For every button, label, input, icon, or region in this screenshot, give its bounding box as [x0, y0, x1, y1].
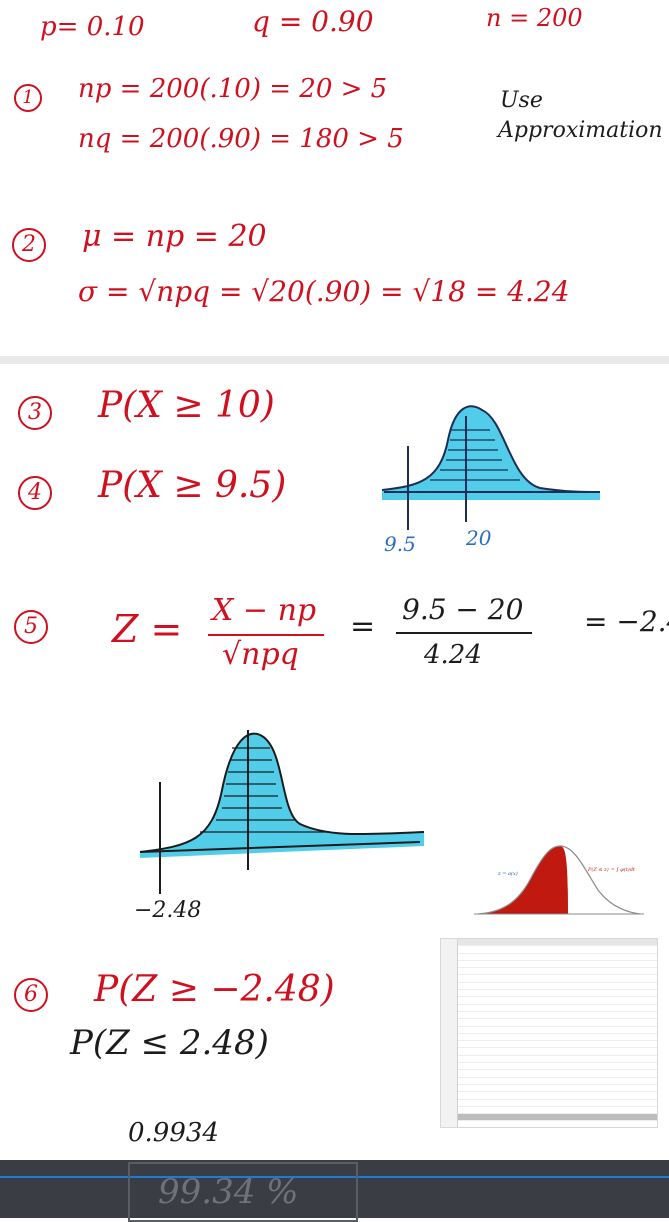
z-equals: = — [350, 609, 376, 644]
curve1-left-label: 9.5 — [384, 532, 416, 556]
sigma-formula: σ = √npq = √20(.90) = √18 = 4.24 — [78, 275, 570, 308]
step3-number: 3 — [18, 396, 52, 430]
step3-probability: P(X ≥ 10) — [98, 385, 275, 426]
z-denominator: √npq — [222, 637, 299, 672]
normal-curve-sketch-2 — [139, 730, 425, 894]
z-table-row-header-column — [441, 939, 458, 1127]
z-result: = −2.48 — [584, 605, 669, 638]
z-numerator: X − np — [212, 593, 317, 628]
ref-graph-right-label: P(Z ≤ z) = ∫ φ(t)dt — [588, 867, 635, 873]
table-lookup-value: 0.9934 — [128, 1118, 219, 1148]
step2-number: 2 — [12, 228, 46, 262]
z-values-fraction-bar — [396, 632, 532, 634]
z-denominator-value: 4.24 — [424, 640, 482, 670]
curve2-z-label: −2.48 — [134, 898, 202, 923]
taskbar-accent-line — [0, 1176, 669, 1178]
step4-probability: P(X ≥ 9.5) — [98, 465, 287, 506]
approximation-note: Approximation — [498, 118, 663, 143]
z-numerator-values: 9.5 − 20 — [402, 593, 524, 626]
z-label: Z = — [112, 607, 183, 651]
n-value: n = 200 — [486, 4, 583, 32]
step6-probability: P(Z ≥ −2.48) — [94, 969, 335, 1010]
answer-percentage: 99.34 % — [158, 1172, 299, 1212]
use-note: Use — [500, 88, 543, 113]
taskbar — [0, 1160, 669, 1218]
step5-number: 5 — [14, 610, 48, 644]
z-table-thumbnail — [440, 938, 658, 1128]
standard-normal-reference-graph — [474, 845, 644, 915]
panel-divider — [0, 356, 669, 364]
nq-check: nq = 200(.90) = 180 > 5 — [78, 124, 404, 154]
np-check: np = 200(.10) = 20 > 5 — [78, 74, 388, 104]
step1-number: 1 — [14, 84, 42, 112]
mean-formula: μ = np = 20 — [82, 219, 267, 254]
step4-number: 4 — [18, 476, 52, 510]
step6-symmetric-probability: P(Z ≤ 2.48) — [70, 1023, 269, 1063]
p-value: p= 0.10 — [40, 12, 145, 42]
ref-graph-left-label: z = a(x) — [498, 871, 518, 877]
z-fraction-bar — [208, 634, 324, 636]
step6-number: 6 — [14, 978, 48, 1012]
curve1-mean-label: 20 — [466, 526, 492, 550]
normal-curve-sketch-1 — [381, 405, 601, 530]
notes-panel-top — [0, 0, 669, 356]
q-value: q = 0.90 — [252, 5, 374, 38]
